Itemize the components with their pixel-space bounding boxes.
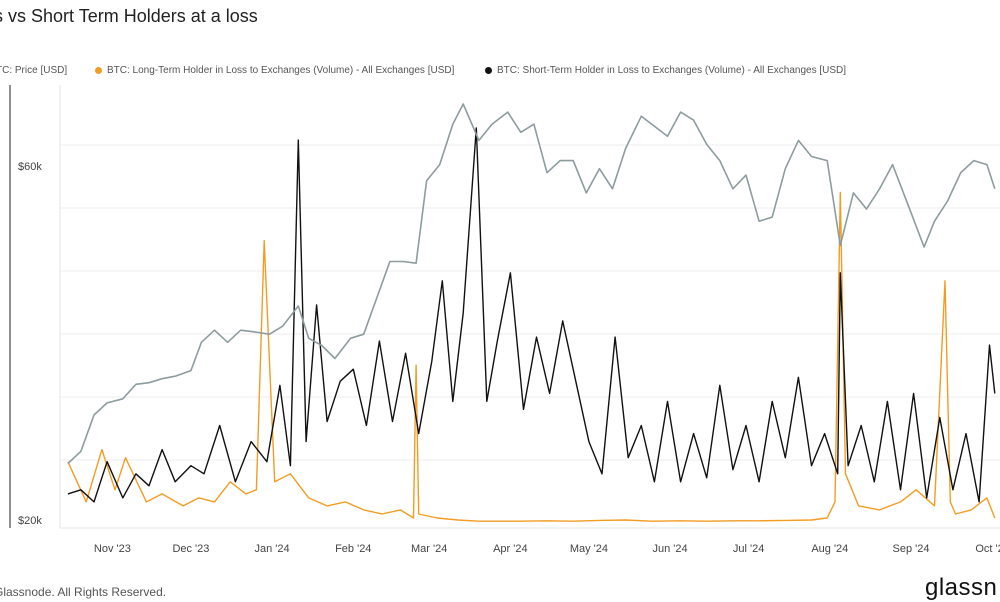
x-tick-label: Dec '23	[172, 543, 209, 555]
x-tick-label: Jul '24	[733, 543, 764, 555]
legend-dot-sth	[485, 67, 492, 74]
y-tick-label: $20k	[18, 515, 42, 527]
chart-title: s vs Short Term Holders at a loss	[0, 6, 258, 26]
series-group	[67, 103, 996, 522]
legend-label-sth: BTC: Short-Term Holder in Loss to Exchan…	[497, 65, 847, 76]
glassnode-logo: glassn	[925, 574, 998, 601]
y-tick-label: $60k	[18, 161, 42, 173]
legend-item-price[interactable]: TC: Price [USD]	[0, 65, 67, 76]
x-tick-label: Jun '24	[653, 543, 688, 555]
copyright-text: Glassnode. All Rights Reserved.	[0, 585, 167, 599]
legend-label-lth: BTC: Long-Term Holder in Loss to Exchang…	[107, 65, 455, 76]
x-tick-label: Nov '23	[94, 543, 131, 555]
x-tick-label: Sep '24	[892, 543, 929, 555]
y-axis: $60k $20k	[18, 161, 42, 527]
x-tick-label: Oct '2	[975, 543, 1000, 555]
x-tick-label: Mar '24	[411, 543, 447, 555]
grid	[60, 144, 1000, 461]
x-tick-label: May '24	[570, 543, 608, 555]
legend-item-lth[interactable]: BTC: Long-Term Holder in Loss to Exchang…	[95, 65, 454, 76]
x-axis: Nov '23 Dec '23 Jan '24 Feb '24 Mar '24 Apr '…	[94, 543, 1000, 555]
lth-series-line	[67, 191, 996, 522]
legend-label-price: TC: Price [USD]	[0, 65, 68, 76]
legend-item-sth[interactable]: BTC: Short-Term Holder in Loss to Exchan…	[485, 65, 846, 76]
price-series-line	[67, 103, 996, 465]
x-tick-label: Feb '24	[335, 543, 371, 555]
sth-series-line	[67, 127, 996, 503]
x-tick-label: Apr '24	[493, 543, 528, 555]
legend-dot-lth	[95, 67, 102, 74]
chart-legend: TC: Price [USD] BTC: Long-Term Holder in…	[0, 65, 1000, 81]
x-tick-label: Jan '24	[255, 543, 290, 555]
x-tick-label: Aug '24	[811, 543, 848, 555]
